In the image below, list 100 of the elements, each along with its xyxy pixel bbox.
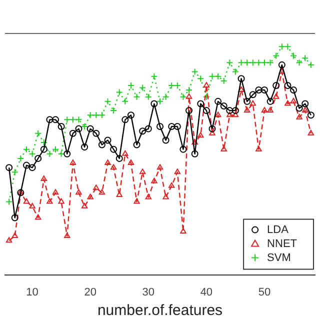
point (40, 175, 47, 181)
point (110, 107, 118, 114)
point (92, 112, 100, 119)
point (238, 59, 245, 66)
point (250, 100, 256, 106)
point (81, 123, 88, 130)
point (214, 112, 222, 118)
point (191, 68, 198, 76)
point (197, 100, 204, 108)
point (244, 107, 250, 113)
point (226, 59, 234, 66)
point (11, 168, 18, 176)
point (28, 150, 36, 158)
point (76, 189, 82, 195)
point (290, 86, 298, 94)
point (6, 164, 13, 172)
point (232, 112, 239, 118)
point (6, 237, 12, 243)
point (58, 123, 65, 130)
point (197, 75, 204, 82)
point (220, 77, 228, 84)
point (302, 100, 309, 108)
point (296, 59, 303, 66)
point (12, 232, 18, 238)
point (220, 102, 228, 110)
point (256, 146, 262, 152)
point (232, 107, 239, 114)
point (116, 88, 123, 96)
point (64, 150, 71, 158)
point (261, 107, 268, 113)
x-tick-label: 40 (200, 286, 213, 298)
point (139, 84, 146, 92)
point (208, 125, 216, 132)
point (127, 82, 134, 89)
point (86, 125, 94, 132)
point (284, 100, 291, 106)
point (302, 54, 309, 62)
point (46, 150, 54, 158)
point (272, 82, 280, 89)
point (278, 61, 286, 68)
point (87, 194, 94, 200)
point (46, 198, 53, 204)
point (86, 112, 94, 119)
point (122, 116, 129, 124)
point (162, 136, 170, 144)
point (290, 98, 297, 104)
point (308, 130, 314, 136)
point (93, 184, 100, 190)
point (23, 198, 30, 204)
point (156, 98, 164, 105)
point (144, 93, 152, 100)
point (249, 91, 256, 98)
point (156, 123, 164, 130)
point (209, 130, 216, 136)
point (104, 160, 111, 166)
point (180, 146, 187, 153)
point (133, 141, 140, 148)
point (284, 82, 292, 89)
point (151, 178, 158, 184)
point (22, 162, 30, 169)
point (34, 154, 42, 162)
point (34, 214, 42, 220)
point (145, 194, 152, 200)
point (273, 93, 280, 99)
point (296, 104, 303, 112)
point (11, 214, 18, 222)
x-tick-label: 10 (26, 286, 38, 298)
point (238, 86, 244, 92)
point (40, 138, 48, 146)
point (174, 123, 181, 130)
point (278, 43, 286, 50)
point (296, 114, 302, 120)
point (192, 138, 198, 144)
point (202, 107, 210, 114)
x-axis-title: number.of.features (97, 302, 223, 320)
point (28, 164, 36, 172)
legend-label: SVM (267, 252, 291, 264)
point (116, 154, 123, 162)
point (290, 52, 298, 60)
point (186, 86, 193, 94)
point (202, 93, 210, 100)
point (232, 68, 239, 76)
point (52, 116, 60, 124)
point (98, 112, 106, 119)
point (110, 146, 118, 153)
point (214, 98, 222, 105)
point (22, 146, 30, 153)
point (214, 72, 222, 80)
point (180, 93, 187, 100)
point (162, 194, 169, 200)
point (174, 82, 181, 89)
point (174, 168, 181, 174)
point (17, 154, 24, 162)
point (244, 59, 251, 66)
point (266, 98, 274, 105)
point (139, 128, 146, 135)
point (58, 150, 65, 158)
point (104, 98, 112, 105)
point (180, 228, 186, 234)
point (34, 130, 42, 137)
